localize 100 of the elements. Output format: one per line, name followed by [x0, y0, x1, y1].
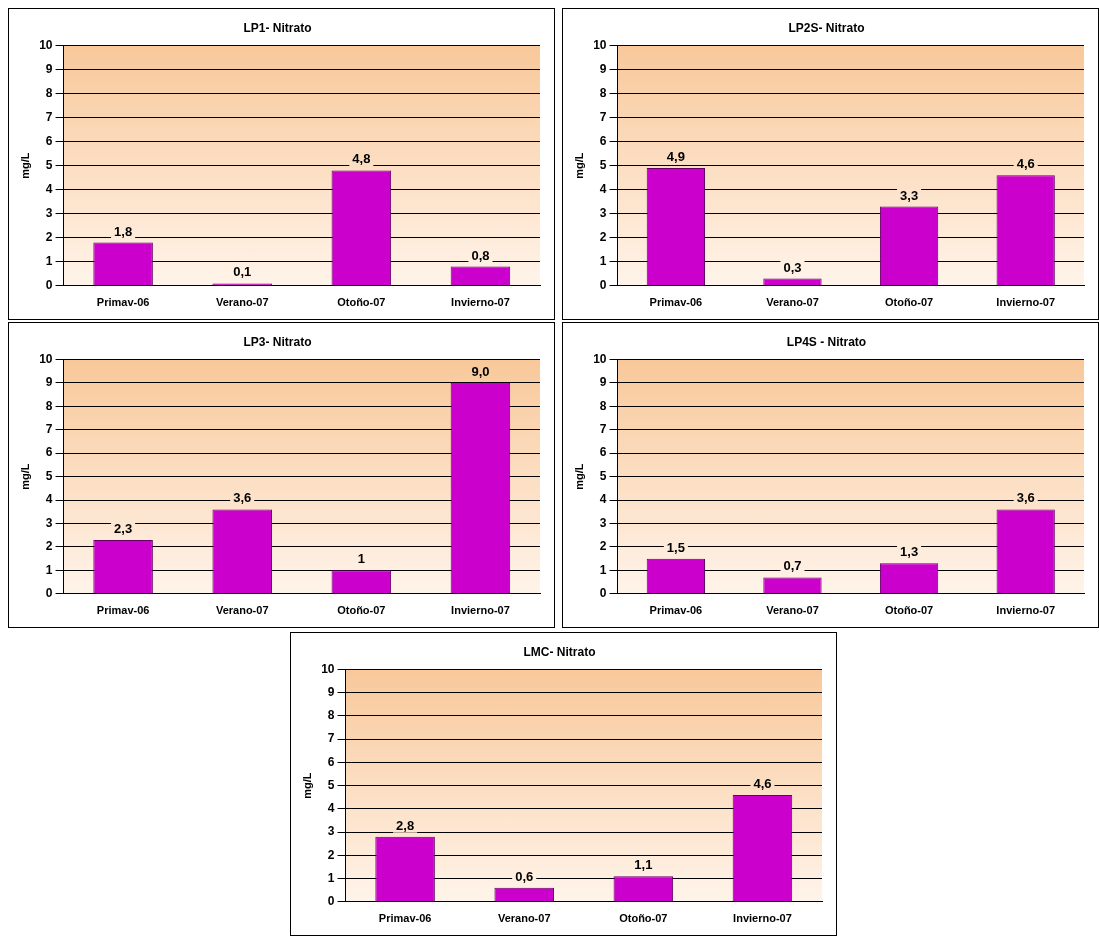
y-tick-label: 10: [39, 351, 53, 366]
y-tick-label: 3: [327, 824, 335, 839]
y-tick-label: 1: [45, 562, 53, 577]
x-tick-label: Primav-06: [96, 296, 150, 309]
y-tick-label: 1: [45, 254, 53, 269]
y-tick-label: 9: [45, 375, 53, 390]
y-tick-label: 6: [45, 133, 53, 148]
y-tick-label: 4: [45, 492, 53, 507]
data-label: 0,8: [471, 247, 490, 263]
data-label: 1,3: [900, 544, 919, 560]
data-label: 4,6: [1016, 156, 1035, 172]
x-tick-label: Otoño-07: [619, 912, 668, 925]
y-axis-title: mg/L: [300, 772, 313, 799]
y-tick-label: 9: [45, 61, 53, 76]
x-tick-label: Invierno-07: [733, 912, 792, 925]
y-tick-label: 6: [599, 133, 607, 148]
y-tick-label: 2: [327, 847, 335, 862]
chart-title: LP4S - Nitrato: [786, 334, 867, 349]
y-tick-label: 7: [327, 731, 335, 746]
y-tick-label: 2: [45, 230, 53, 245]
y-tick-label: 0: [327, 894, 335, 909]
x-tick-label: Invierno-07: [996, 296, 1056, 309]
y-tick-label: 5: [327, 777, 335, 792]
chart-title: LP2S- Nitrato: [788, 20, 865, 35]
data-label: 3,6: [233, 490, 252, 506]
y-tick-label: 2: [599, 539, 607, 554]
y-tick-label: 5: [599, 157, 607, 172]
y-tick-label: 7: [599, 109, 607, 124]
x-tick-label: Verano-07: [215, 296, 269, 309]
y-tick-label: 2: [599, 230, 607, 245]
y-tick-label: 10: [593, 37, 607, 52]
y-axis-title: mg/L: [18, 152, 31, 179]
y-tick-label: 3: [599, 515, 607, 530]
data-label: 3,6: [1016, 490, 1035, 506]
x-tick-label: Verano-07: [766, 296, 819, 309]
y-tick-label: 6: [327, 754, 335, 769]
y-tick-label: 10: [593, 351, 607, 366]
y-tick-label: 7: [45, 422, 53, 437]
data-label: 4,9: [666, 149, 685, 165]
y-tick-label: 8: [327, 708, 335, 723]
x-tick-label: Otoño-07: [337, 604, 386, 617]
x-tick-label: Primav-06: [649, 296, 703, 309]
data-label: 2,8: [396, 817, 415, 833]
y-tick-label: 7: [45, 109, 53, 124]
y-axis-title: mg/L: [18, 463, 31, 490]
y-tick-label: 8: [45, 85, 53, 100]
x-tick-label: Primav-06: [378, 912, 432, 925]
y-tick-label: 3: [599, 205, 607, 220]
y-tick-label: 9: [327, 684, 335, 699]
y-tick-label: 6: [599, 445, 607, 460]
x-tick-label: Primav-06: [649, 604, 703, 617]
y-tick-label: 0: [45, 278, 53, 293]
chart-title: LP3- Nitrato: [243, 334, 312, 349]
y-tick-label: 0: [599, 278, 607, 293]
chart-title: LP1- Nitrato: [243, 20, 312, 35]
data-label: 1,5: [666, 539, 685, 555]
data-label: 0,3: [783, 259, 802, 275]
y-tick-label: 3: [45, 515, 53, 530]
y-tick-label: 0: [599, 586, 607, 601]
data-label: 4,6: [753, 775, 772, 791]
data-label: 0,1: [233, 264, 252, 280]
y-tick-label: 5: [45, 157, 53, 172]
y-tick-label: 0: [45, 586, 53, 601]
data-label: 2,3: [114, 520, 133, 536]
x-tick-label: Verano-07: [215, 604, 269, 617]
data-label: 1,8: [114, 223, 133, 239]
x-tick-label: Otoño-07: [884, 296, 934, 309]
data-label: 9,0: [471, 363, 490, 379]
x-tick-label: Verano-07: [766, 604, 819, 617]
y-tick-label: 2: [45, 539, 53, 554]
y-tick-label: 4: [327, 801, 335, 816]
y-tick-label: 4: [599, 492, 607, 507]
x-tick-label: Invierno-07: [451, 604, 510, 617]
y-tick-label: 8: [599, 85, 607, 100]
data-label: 0,6: [515, 868, 534, 884]
x-tick-label: Primav-06: [96, 604, 150, 617]
y-tick-label: 1: [599, 254, 607, 269]
y-tick-label: 10: [39, 37, 53, 52]
data-label: 1: [357, 551, 365, 567]
chart-title: LMC- Nitrato: [523, 644, 596, 659]
y-tick-label: 6: [45, 445, 53, 460]
x-tick-label: Verano-07: [497, 912, 551, 925]
y-tick-label: 9: [599, 375, 607, 390]
y-axis-title: mg/L: [572, 463, 585, 490]
y-tick-label: 7: [599, 422, 607, 437]
y-tick-label: 10: [321, 661, 335, 676]
x-tick-label: Otoño-07: [337, 296, 386, 309]
y-tick-label: 1: [599, 562, 607, 577]
y-tick-label: 4: [599, 181, 607, 196]
y-tick-label: 8: [599, 398, 607, 413]
y-tick-label: 1: [327, 870, 335, 885]
x-tick-label: Otoño-07: [884, 604, 934, 617]
data-label: 1,1: [634, 857, 653, 873]
y-tick-label: 4: [45, 181, 53, 196]
y-tick-label: 8: [45, 398, 53, 413]
data-label: 0,7: [783, 558, 802, 574]
data-label: 4,8: [352, 151, 371, 167]
y-axis-title: mg/L: [572, 152, 585, 179]
y-tick-label: 5: [599, 468, 607, 483]
y-tick-label: 5: [45, 468, 53, 483]
